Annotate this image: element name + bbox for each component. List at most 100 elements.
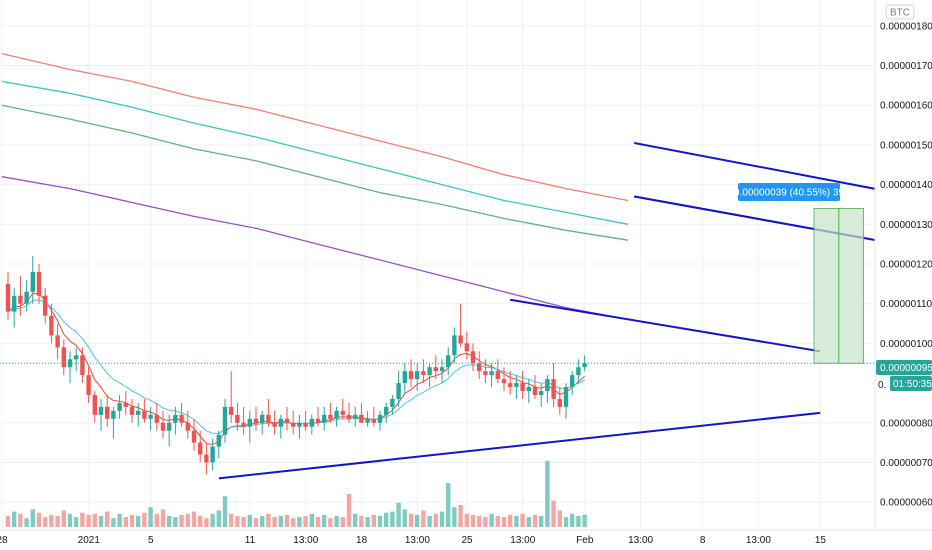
volume-bar [86,514,91,527]
volume-bar [247,514,252,527]
price-tick-label: 0.00000060 [880,498,932,509]
candle-body [173,414,178,423]
moving-average-line [1,80,629,225]
candle-body [179,414,184,423]
volume-bar [365,517,370,527]
candle-body [557,398,562,407]
price-scale[interactable]: 0.00000180 0.00000170 0.00000160 0.00000150… [874,0,932,550]
time-tick-label: 28 [0,535,8,546]
price-tick-label: 0.00000160 [880,101,932,112]
countdown-prefix: 0. [878,380,886,391]
candle-body [439,367,445,372]
volume-bar [477,516,482,527]
volume-bar [167,516,172,527]
time-tick-label: Feb [576,535,594,546]
volume-bar [427,516,432,527]
candle-body [408,371,414,380]
candle-body [501,379,507,384]
candle-body [260,414,265,423]
candle-body [241,422,246,427]
volume-bar [303,516,308,527]
volume-bar [105,511,110,527]
candle-body [253,418,259,423]
candle-body [18,295,23,304]
candle-body [483,371,488,376]
candle-body [328,414,333,419]
trendline [634,141,895,194]
candle-body [86,375,91,395]
time-scale[interactable]: 28 2021 5 11 13:00 18 13:00 25 13:00 Feb 13:00 8 13:… [0,529,932,550]
candle-body [384,406,389,415]
candle-body [508,383,513,388]
measure-tooltip: 0.00000039 (40.55%) 39 [734,183,844,201]
time-tick-label: 13:00 [628,535,653,546]
volume-bar [291,518,296,527]
volume-bar [520,513,525,527]
currency-badge-text: BTC [890,8,910,19]
candle-body [266,414,271,423]
volume-bar [408,513,414,527]
candle-body [303,422,308,427]
time-tick-label: 18 [356,535,368,546]
volume-bar [334,516,339,527]
candle-body [185,422,190,431]
candle-body [129,406,135,415]
candle-body [12,295,17,312]
candle-body [322,414,327,423]
volume-bar [402,509,407,527]
candle-body [526,387,531,392]
volume-bar [129,514,135,527]
volume-bar [30,509,35,527]
candle-body [297,422,302,427]
volume-bar [12,511,17,527]
candle-body [470,351,476,364]
time-tick-label: 15 [815,535,827,546]
time-tick-label: 5 [148,535,154,546]
volume-bar [390,511,395,527]
volume-bar [266,513,271,527]
candle-body [551,379,556,399]
price-range-measure[interactable] [813,208,864,364]
candle-body [340,410,345,415]
volume-bar [328,518,333,527]
volume-bar [489,513,494,527]
volume-bar [353,513,358,527]
volume-bar [483,517,488,527]
time-tick-label: 25 [461,535,473,546]
price-scale-bg [875,0,932,550]
volume-bar [198,516,203,527]
candle-body [291,422,296,427]
volume-bar [545,461,550,527]
time-tick-label: 13:00 [405,535,430,546]
time-tick-label: 13:00 [510,535,535,546]
volume-bar [136,516,141,527]
candle-body [315,418,321,423]
volume-bar [160,509,166,527]
volume-bar [359,516,364,527]
candle-body [545,379,550,392]
volume-bar [315,517,321,527]
volume-bar [446,483,451,527]
volume-bar [210,513,215,527]
candle-body [563,387,569,407]
volume-bar [142,512,147,527]
candle-body [43,295,48,316]
candle-body [458,335,463,344]
volume-bar [74,517,79,527]
candle-body [247,418,252,427]
candle-body [111,410,116,419]
time-tick-label: 2021 [78,535,101,546]
volume-bar [464,513,469,527]
candle-body [204,454,209,463]
volume-bar [36,512,42,527]
volume-bar [508,514,513,527]
candle-body [446,355,451,368]
candle-body [191,430,197,443]
candle-body [365,418,370,423]
volume-bar [495,516,500,527]
time-tick-label: 8 [700,535,706,546]
candle-body [284,418,290,423]
candle-body [489,371,494,376]
